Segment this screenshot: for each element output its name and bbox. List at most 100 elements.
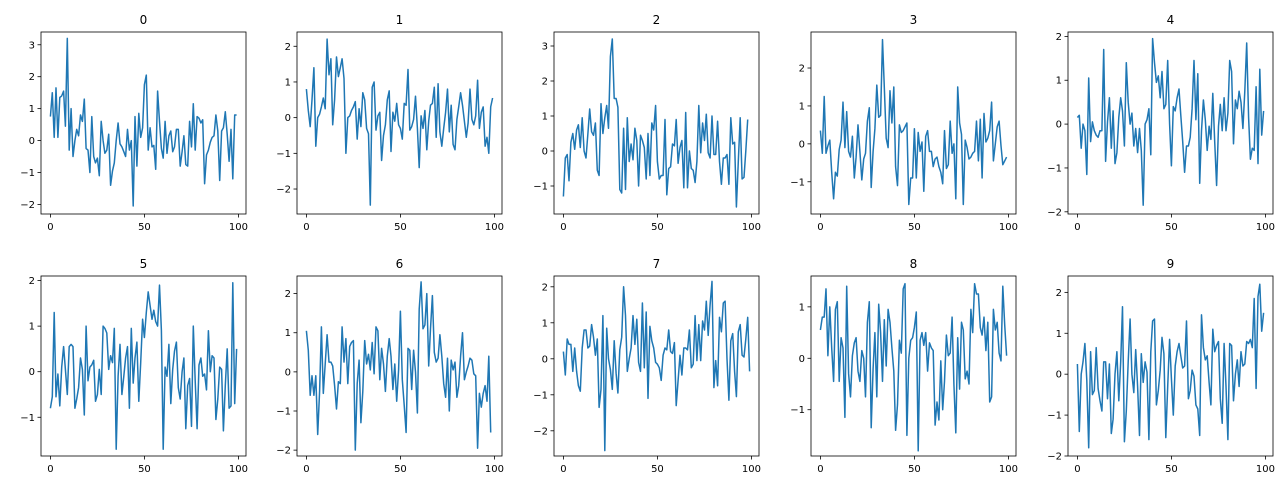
y-tick-label: 2 bbox=[29, 276, 35, 287]
series-line bbox=[562, 38, 749, 208]
y-tick-label: −1 bbox=[533, 390, 548, 401]
y-tick-label: 0 bbox=[285, 367, 291, 378]
x-tick-label: 50 bbox=[651, 464, 664, 475]
series-line bbox=[305, 281, 492, 451]
y-tick-label: 1 bbox=[799, 302, 805, 313]
y-tick-label: 0 bbox=[285, 113, 291, 124]
y-tick-label: −2 bbox=[20, 200, 35, 211]
subplot-9: 9 0 50 100 −2 −1 0 1 2 bbox=[1047, 257, 1275, 475]
y-tick-label: 1 bbox=[542, 318, 548, 329]
axes-frame bbox=[810, 275, 1017, 457]
y-tick-label: 0 bbox=[542, 147, 548, 158]
y-tick-label: −1 bbox=[276, 149, 291, 160]
x-tick-label: 100 bbox=[229, 464, 248, 475]
subplot-6: 6 0 50 100 −2 −1 0 1 2 bbox=[276, 257, 504, 475]
x-tick-label: 50 bbox=[394, 464, 407, 475]
y-tick-label: 0 bbox=[1056, 370, 1062, 381]
axes-frame bbox=[1067, 31, 1274, 215]
y-tick-label: 0 bbox=[1056, 120, 1062, 131]
subplot-1: 1 0 50 100 −2 −1 0 1 2 bbox=[276, 13, 504, 233]
subplot-title: 2 bbox=[653, 13, 661, 27]
series-line bbox=[49, 37, 237, 207]
y-tick-label: 0 bbox=[29, 367, 35, 378]
y-tick-label: 2 bbox=[1056, 288, 1062, 299]
x-tick-label: 50 bbox=[908, 222, 921, 233]
subplot-title: 8 bbox=[910, 257, 918, 271]
subplot-3: 3 0 50 100 −1 0 1 2 bbox=[790, 13, 1018, 233]
axes-frame bbox=[40, 31, 247, 215]
y-tick-label: 3 bbox=[542, 42, 548, 53]
x-tick-label: 0 bbox=[1074, 222, 1080, 233]
x-tick-label: 0 bbox=[303, 464, 309, 475]
y-tick-label: −1 bbox=[1047, 411, 1062, 422]
subplot-2: 2 0 50 100 −1 0 1 2 3 bbox=[533, 13, 761, 233]
y-tick-label: 1 bbox=[29, 322, 35, 333]
y-tick-label: −2 bbox=[1047, 207, 1062, 218]
y-tick-label: 1 bbox=[285, 77, 291, 88]
y-tick-label: −1 bbox=[790, 177, 805, 188]
subplot-title: 9 bbox=[1167, 257, 1175, 271]
x-tick-label: 100 bbox=[229, 222, 248, 233]
y-tick-label: 1 bbox=[1056, 329, 1062, 340]
x-tick-label: 50 bbox=[651, 222, 664, 233]
subplot-title: 0 bbox=[140, 13, 148, 27]
x-tick-label: 0 bbox=[817, 464, 823, 475]
y-tick-label: 1 bbox=[799, 101, 805, 112]
series-line bbox=[305, 38, 494, 206]
axes-frame bbox=[40, 275, 247, 457]
y-tick-label: 1 bbox=[1056, 76, 1062, 87]
series-line bbox=[562, 280, 751, 452]
y-tick-label: 3 bbox=[29, 40, 35, 51]
y-tick-label: −1 bbox=[20, 168, 35, 179]
y-tick-label: 2 bbox=[285, 289, 291, 300]
series-line bbox=[1076, 283, 1265, 449]
x-tick-label: 50 bbox=[1165, 222, 1178, 233]
subplot-4: 4 0 50 100 −2 −1 0 1 2 bbox=[1047, 13, 1275, 233]
x-tick-label: 100 bbox=[999, 222, 1018, 233]
x-tick-label: 100 bbox=[1256, 464, 1275, 475]
y-tick-label: 1 bbox=[29, 104, 35, 115]
axes-frame bbox=[296, 275, 503, 457]
x-tick-label: 0 bbox=[47, 222, 53, 233]
y-tick-label: −1 bbox=[276, 407, 291, 418]
y-tick-label: 1 bbox=[285, 328, 291, 339]
y-tick-label: −2 bbox=[276, 185, 291, 196]
x-tick-label: 100 bbox=[485, 464, 504, 475]
y-tick-label: −1 bbox=[20, 413, 35, 424]
x-tick-label: 0 bbox=[817, 222, 823, 233]
subplot-8: 8 0 50 100 −1 0 1 bbox=[790, 257, 1018, 475]
subplot-title: 3 bbox=[910, 13, 918, 27]
x-tick-label: 50 bbox=[394, 222, 407, 233]
axes-frame bbox=[296, 31, 503, 215]
y-tick-label: −1 bbox=[790, 405, 805, 416]
x-tick-label: 0 bbox=[303, 222, 309, 233]
y-tick-label: 0 bbox=[29, 136, 35, 147]
subplot-title: 6 bbox=[396, 257, 404, 271]
x-tick-label: 50 bbox=[908, 464, 921, 475]
x-tick-label: 0 bbox=[560, 222, 566, 233]
y-tick-label: 2 bbox=[542, 282, 548, 293]
y-tick-label: 2 bbox=[285, 42, 291, 53]
x-tick-label: 100 bbox=[742, 464, 761, 475]
y-tick-label: −2 bbox=[276, 446, 291, 457]
y-tick-label: 0 bbox=[542, 354, 548, 365]
x-tick-label: 50 bbox=[1165, 464, 1178, 475]
x-tick-label: 100 bbox=[999, 464, 1018, 475]
x-tick-label: 0 bbox=[560, 464, 566, 475]
y-tick-label: 0 bbox=[799, 139, 805, 150]
series-line bbox=[1076, 37, 1265, 206]
subplot-7: 7 0 50 100 −2 −1 0 1 2 bbox=[533, 257, 761, 475]
y-tick-label: 1 bbox=[542, 112, 548, 123]
series-line bbox=[49, 282, 238, 450]
series-line bbox=[819, 38, 1008, 206]
y-tick-label: 2 bbox=[1056, 32, 1062, 43]
y-tick-label: −2 bbox=[533, 426, 548, 437]
x-tick-label: 0 bbox=[47, 464, 53, 475]
subplot-title: 5 bbox=[140, 257, 148, 271]
y-tick-label: −1 bbox=[533, 182, 548, 193]
subplot-0: 0 0 50 100 −2 −1 0 1 2 3 bbox=[20, 13, 248, 233]
y-tick-label: −1 bbox=[1047, 163, 1062, 174]
y-tick-label: 2 bbox=[799, 64, 805, 75]
